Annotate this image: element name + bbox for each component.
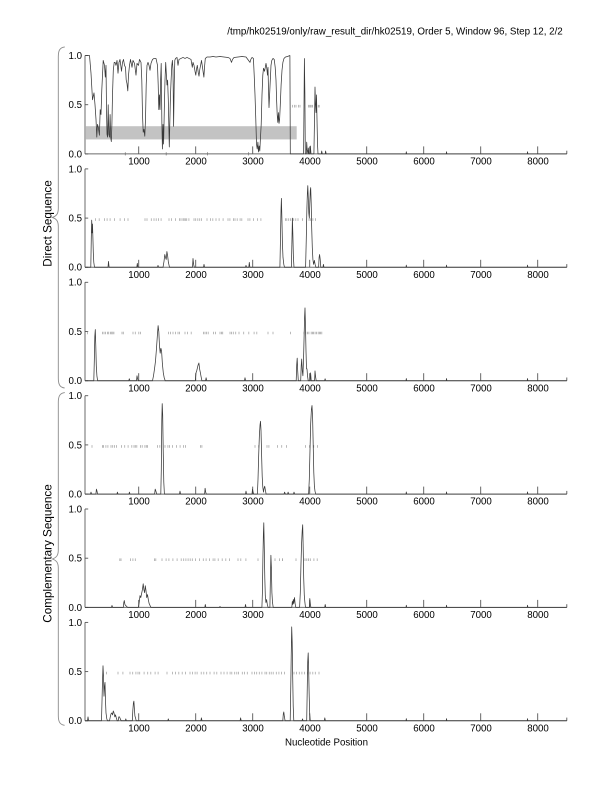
svg-text:3000: 3000 bbox=[242, 610, 264, 621]
svg-text:2000: 2000 bbox=[185, 610, 207, 621]
svg-text:2000: 2000 bbox=[185, 157, 207, 168]
svg-text:1.0: 1.0 bbox=[69, 278, 83, 289]
svg-text:0.0: 0.0 bbox=[69, 716, 83, 727]
svg-text:3000: 3000 bbox=[242, 383, 264, 394]
svg-text:1.0: 1.0 bbox=[69, 391, 83, 402]
svg-text:8000: 8000 bbox=[527, 383, 549, 394]
svg-text:5000: 5000 bbox=[356, 157, 378, 168]
svg-text:5000: 5000 bbox=[356, 270, 378, 281]
svg-text:6000: 6000 bbox=[413, 157, 435, 168]
svg-text:6000: 6000 bbox=[413, 497, 435, 508]
svg-text:4000: 4000 bbox=[299, 497, 321, 508]
svg-text:7000: 7000 bbox=[470, 157, 492, 168]
svg-text:8000: 8000 bbox=[527, 610, 549, 621]
svg-text:6000: 6000 bbox=[413, 383, 435, 394]
svg-text:1000: 1000 bbox=[128, 497, 150, 508]
svg-text:0.5: 0.5 bbox=[69, 667, 82, 678]
svg-text:Complementary Sequence: Complementary Sequence bbox=[42, 484, 55, 622]
svg-text:1.0: 1.0 bbox=[69, 51, 83, 62]
svg-text:6000: 6000 bbox=[413, 270, 435, 281]
svg-text:7000: 7000 bbox=[470, 383, 492, 394]
svg-text:0.5: 0.5 bbox=[69, 440, 82, 451]
svg-text:2000: 2000 bbox=[185, 723, 207, 734]
svg-text:7000: 7000 bbox=[470, 270, 492, 281]
svg-text:5000: 5000 bbox=[356, 610, 378, 621]
svg-text:2000: 2000 bbox=[185, 497, 207, 508]
svg-text:5000: 5000 bbox=[356, 383, 378, 394]
svg-text:1000: 1000 bbox=[128, 723, 150, 734]
svg-text:8000: 8000 bbox=[527, 723, 549, 734]
svg-text:8000: 8000 bbox=[527, 157, 549, 168]
svg-text:1.0: 1.0 bbox=[69, 504, 83, 515]
svg-text:0.0: 0.0 bbox=[69, 603, 83, 614]
svg-text:6000: 6000 bbox=[413, 610, 435, 621]
svg-text:3000: 3000 bbox=[242, 723, 264, 734]
svg-text:3000: 3000 bbox=[242, 270, 264, 281]
svg-text:3000: 3000 bbox=[242, 157, 264, 168]
svg-text:0.5: 0.5 bbox=[69, 554, 82, 565]
svg-text:0.0: 0.0 bbox=[69, 263, 83, 274]
svg-text:0.5: 0.5 bbox=[69, 214, 82, 225]
svg-text:1000: 1000 bbox=[128, 157, 150, 168]
svg-text:0.5: 0.5 bbox=[69, 327, 82, 338]
svg-text:8000: 8000 bbox=[527, 497, 549, 508]
svg-text:4000: 4000 bbox=[299, 270, 321, 281]
svg-text:4000: 4000 bbox=[299, 383, 321, 394]
svg-text:8000: 8000 bbox=[527, 270, 549, 281]
svg-text:1000: 1000 bbox=[128, 383, 150, 394]
svg-text:7000: 7000 bbox=[470, 723, 492, 734]
svg-text:0.5: 0.5 bbox=[69, 100, 82, 111]
svg-text:1000: 1000 bbox=[128, 610, 150, 621]
svg-text:5000: 5000 bbox=[356, 497, 378, 508]
svg-text:0.0: 0.0 bbox=[69, 376, 83, 387]
svg-text:Nucleotide Position: Nucleotide Position bbox=[285, 737, 368, 748]
svg-text:4000: 4000 bbox=[299, 723, 321, 734]
svg-text:/tmp/hk02519/only/raw_result_d: /tmp/hk02519/only/raw_result_dir/hk02519… bbox=[227, 27, 562, 38]
svg-text:Direct Sequence: Direct Sequence bbox=[42, 180, 55, 266]
svg-text:5000: 5000 bbox=[356, 723, 378, 734]
svg-text:4000: 4000 bbox=[299, 157, 321, 168]
svg-text:1000: 1000 bbox=[128, 270, 150, 281]
svg-text:1.0: 1.0 bbox=[69, 618, 83, 629]
svg-text:7000: 7000 bbox=[470, 497, 492, 508]
svg-text:0.0: 0.0 bbox=[69, 149, 83, 160]
svg-text:1.0: 1.0 bbox=[69, 164, 83, 175]
svg-text:2000: 2000 bbox=[185, 270, 207, 281]
svg-text:2000: 2000 bbox=[185, 383, 207, 394]
svg-text:6000: 6000 bbox=[413, 723, 435, 734]
svg-text:0.0: 0.0 bbox=[69, 490, 83, 501]
svg-text:4000: 4000 bbox=[299, 610, 321, 621]
svg-text:3000: 3000 bbox=[242, 497, 264, 508]
svg-text:7000: 7000 bbox=[470, 610, 492, 621]
